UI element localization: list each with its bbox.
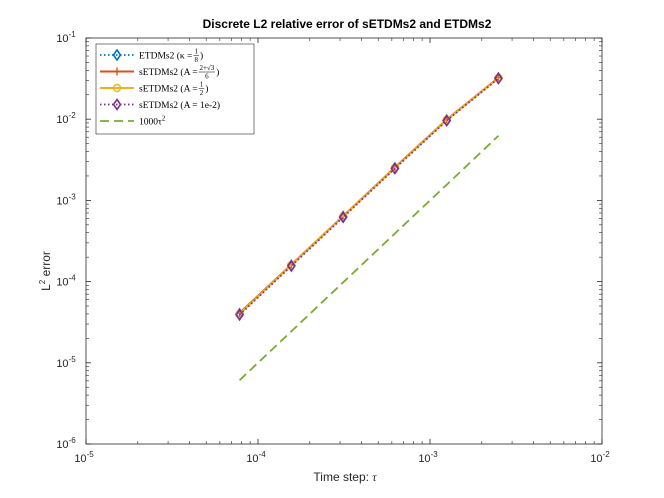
legend-frac-den: 2	[200, 89, 204, 97]
legend-label: 1000τ2	[139, 115, 166, 128]
legend-item: 1000τ2	[100, 115, 166, 128]
series-4	[238, 135, 500, 381]
chart-title: Discrete L2 relative error of sETDMs2 an…	[203, 17, 492, 31]
legend-label-tail: )	[205, 84, 208, 95]
legend-frac-num: 1	[194, 48, 198, 56]
series-3	[235, 72, 503, 322]
y-tick-label: 10-1	[56, 30, 76, 45]
data-point	[235, 308, 245, 322]
legend-item: sETDMs2 (A = 1e-2)	[100, 98, 220, 111]
x-tick-label: 10-5	[74, 450, 94, 465]
y-tick-label: 10-3	[56, 192, 76, 207]
legend-item: sETDMs2 (A = 2+√36)	[100, 64, 219, 81]
legend-label-tail: )	[216, 67, 219, 78]
legend: ETDMs2 (κ = 18)sETDMs2 (A = 2+√36)sETDMs…	[95, 43, 255, 135]
y-tick-label: 10-5	[56, 355, 76, 370]
data-point	[286, 259, 296, 273]
x-tick-label: 10-2	[590, 450, 610, 465]
x-axis-title: Time step: τ	[313, 470, 377, 484]
y-tick-label: 10-2	[56, 111, 76, 126]
data-point	[493, 72, 503, 85]
x-tick-label: 10-4	[246, 450, 266, 465]
legend-label: sETDMs2 (A =	[139, 84, 198, 95]
legend-frac-den: 6	[205, 73, 209, 81]
y-tick-label: 10-6	[56, 436, 76, 451]
series-line	[238, 135, 500, 381]
legend-frac-num: 2+√3	[199, 64, 214, 72]
axis-ticks: 10-5 10-4 10-3 10-210-610-510-410-310-210-1	[56, 30, 610, 465]
x-tick-label: 10-3	[418, 450, 438, 465]
legend-label-tail: )	[200, 51, 203, 62]
data-point	[390, 162, 400, 175]
series-line	[238, 77, 500, 315]
axes-box	[85, 37, 603, 445]
legend-label: ETDMs2 (κ =	[139, 51, 192, 62]
data-point	[442, 114, 452, 128]
legend-marker	[112, 98, 122, 111]
y-tick-label: 10-4	[56, 274, 76, 289]
legend-marker	[112, 83, 122, 93]
legend-label: sETDMs2 (A =	[139, 67, 198, 78]
legend-item: sETDMs2 (A = 12)	[100, 81, 208, 97]
legend-marker	[112, 48, 122, 62]
legend-label: sETDMs2 (A = 1e-2)	[139, 100, 220, 111]
data-point	[338, 210, 348, 224]
y-axis-title: L2 error	[38, 251, 53, 291]
series-layer	[235, 71, 503, 381]
legend-marker	[113, 67, 121, 76]
legend-item: ETDMs2 (κ = 18)	[100, 48, 203, 64]
legend-frac-den: 8	[194, 56, 198, 64]
legend-frac-num: 1	[200, 81, 204, 89]
